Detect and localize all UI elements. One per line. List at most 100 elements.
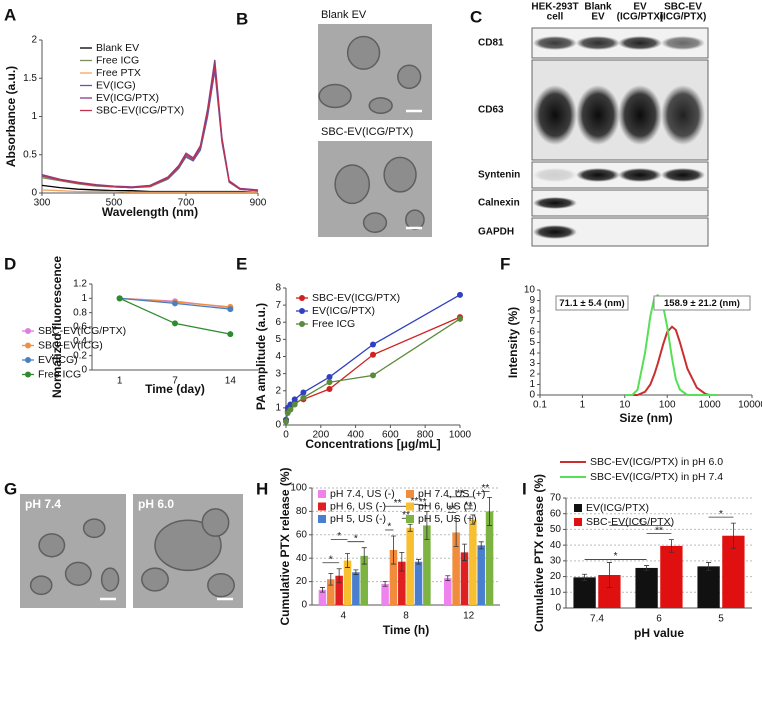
- error-bar: [336, 568, 342, 584]
- panel-label: G: [4, 479, 17, 498]
- panel-label: I: [522, 479, 527, 498]
- series-line: [41, 59, 259, 191]
- bar: [381, 583, 389, 605]
- bar: [469, 519, 477, 605]
- panel-label: H: [256, 479, 268, 498]
- bar: [460, 552, 469, 605]
- band: [661, 36, 705, 50]
- row-label: CD63: [478, 105, 504, 116]
- y-tick-label: 0.4: [73, 336, 87, 347]
- y-tick-label: 0: [555, 603, 561, 614]
- y-axis-label: Intensity (%): [506, 307, 520, 378]
- error-bar: [445, 575, 451, 581]
- error-bar: [328, 573, 334, 586]
- vesicle: [383, 156, 417, 193]
- error-bar: [706, 562, 712, 571]
- row-label: Syntenin: [478, 170, 520, 181]
- band: [533, 225, 577, 239]
- x-tick-label: 8: [403, 611, 409, 622]
- x-tick-label: 1000: [698, 400, 721, 411]
- micrograph-caption: pH 6.0: [138, 497, 174, 511]
- significance-label: *: [614, 551, 618, 562]
- band: [618, 36, 662, 50]
- band: [618, 85, 662, 145]
- annotation: 71.1 ± 5.4 (nm): [559, 298, 624, 309]
- legend-marker: [25, 357, 31, 363]
- lane-header: SBC-EV: [664, 2, 702, 13]
- vesicle: [141, 567, 169, 592]
- lane-header: cell: [547, 12, 564, 23]
- significance-label: *: [638, 517, 642, 528]
- bar: [406, 527, 414, 605]
- point: [227, 306, 234, 313]
- band: [533, 197, 577, 209]
- error-bar: [424, 511, 430, 540]
- error-bar: [416, 558, 422, 565]
- y-tick-label: 70: [550, 493, 562, 504]
- legend-marker: [299, 295, 305, 301]
- bar: [352, 572, 360, 605]
- micrograph-caption: Blank EV: [321, 9, 367, 21]
- y-tick-label: 0.6: [73, 322, 87, 333]
- bar: [327, 579, 335, 605]
- lane-header: EV: [633, 2, 647, 13]
- row-label: Calnexin: [478, 198, 520, 209]
- y-tick-label: 1: [81, 293, 87, 304]
- series-line: [41, 64, 259, 192]
- band: [533, 36, 577, 50]
- legend-label: Free PTX: [96, 67, 141, 79]
- y-tick-label: 1: [275, 403, 281, 414]
- y-tick-label: 30: [550, 555, 562, 566]
- significance-label: **: [456, 489, 464, 500]
- legend-swatch: [406, 490, 414, 498]
- vesicle: [346, 35, 381, 70]
- legend-label: EV(ICG/PTX): [96, 92, 159, 104]
- vesicle: [318, 83, 352, 109]
- y-tick-label: 6: [275, 317, 281, 328]
- x-axis-label: Size (nm): [619, 411, 672, 425]
- annotation-box: [653, 295, 751, 311]
- panel-label: A: [4, 5, 16, 24]
- y-axis-label: Normalized fluorescence: [50, 256, 64, 398]
- series-line: [624, 293, 718, 396]
- lane-header: (ICG/PTX): [660, 12, 707, 23]
- error-bar: [361, 547, 367, 565]
- error-bar: [353, 569, 359, 575]
- y-tick-label: 20: [296, 576, 308, 587]
- x-tick-label: 900: [250, 198, 267, 209]
- y-tick-label: 0: [275, 420, 281, 431]
- y-tick-label: 4: [529, 348, 535, 359]
- error-bar: [407, 523, 413, 532]
- legend-marker: [299, 321, 305, 327]
- x-axis-label: pH value: [634, 626, 684, 640]
- significance-label: **: [394, 498, 402, 509]
- significance-label: *: [329, 554, 333, 565]
- x-tick-label: 7: [172, 376, 178, 387]
- x-tick-label: 700: [178, 198, 195, 209]
- y-tick-label: 0: [301, 600, 307, 611]
- error-bar: [453, 518, 459, 547]
- error-bar: [319, 587, 325, 593]
- x-axis-label: Wavelength (nm): [102, 205, 198, 219]
- y-tick-label: 1.2: [73, 279, 87, 290]
- legend-label: Free ICG: [96, 54, 139, 66]
- y-tick-label: 1: [529, 379, 535, 390]
- point: [283, 418, 289, 425]
- point: [291, 396, 298, 403]
- error-bar: [399, 551, 405, 572]
- y-tick-label: 0.5: [23, 149, 37, 160]
- x-axis-label: Concentrations [μg/mL]: [305, 437, 440, 451]
- legend-label: Blank EV: [96, 42, 139, 54]
- series-line: [41, 65, 259, 192]
- micrograph-caption: SBC-EV(ICG/PTX): [321, 126, 413, 138]
- y-tick-label: 6: [529, 327, 535, 338]
- bar: [414, 561, 423, 605]
- legend-label: pH 7.4, US (-): [330, 488, 395, 500]
- error-bar: [668, 539, 674, 553]
- legend-label: pH 7.4, US (+): [418, 488, 485, 500]
- y-axis-label: Absorbance (a.u.): [4, 66, 18, 167]
- error-bar: [730, 522, 736, 549]
- point: [116, 295, 123, 302]
- point: [300, 389, 307, 396]
- y-tick-label: 60: [550, 508, 562, 519]
